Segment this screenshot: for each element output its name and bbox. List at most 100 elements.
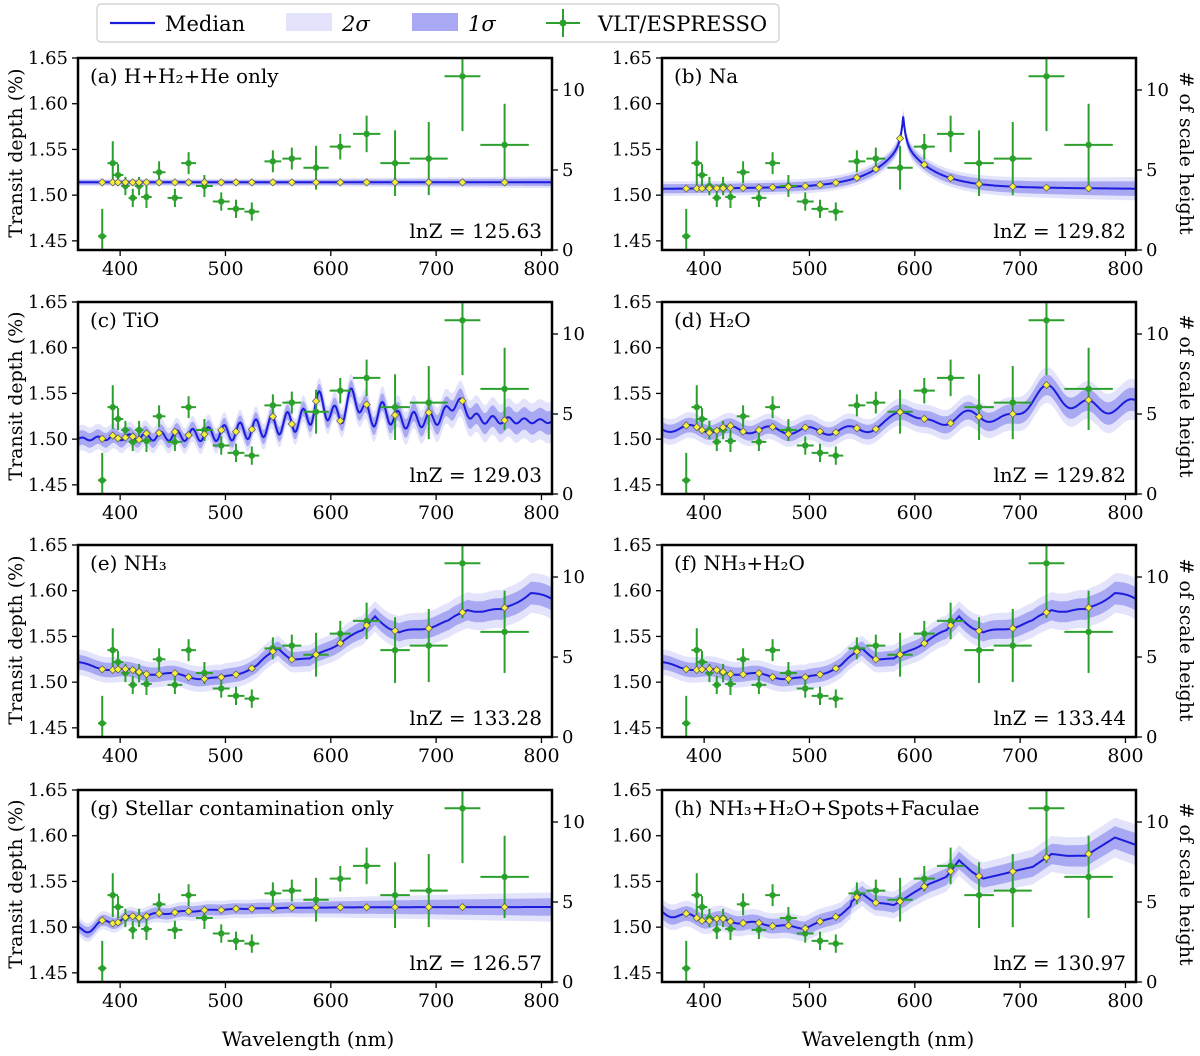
y2-tick-label: 5 xyxy=(562,404,573,425)
y-tick-label: 1.65 xyxy=(612,292,652,313)
binned-model-marker xyxy=(128,665,137,675)
binned-model-marker xyxy=(311,178,321,187)
binned-model-marker xyxy=(184,431,193,440)
panel-title: (e) NH₃ xyxy=(90,551,167,575)
obs-dot xyxy=(975,403,983,411)
binned-model-marker xyxy=(170,427,180,436)
binned-model-marker xyxy=(287,655,296,664)
binned-model-marker xyxy=(974,412,984,421)
x-tick-label: 800 xyxy=(523,745,559,767)
x-tick-label: 500 xyxy=(207,502,243,524)
obs-point xyxy=(352,359,381,397)
binned-model-marker xyxy=(362,178,371,187)
obs-point xyxy=(796,436,814,455)
obs-dot xyxy=(232,692,240,700)
binned-model-marker xyxy=(739,427,748,436)
y2-tick-label: 10 xyxy=(1146,324,1169,345)
obs-point xyxy=(866,634,886,657)
obs-dot xyxy=(218,198,225,205)
obs-dot xyxy=(425,887,432,894)
panel-a: 400 500 600 700 800 1.45 1.50 1.55 1.60 1.65 0 5 10 (… xyxy=(28,48,585,280)
obs-point xyxy=(1028,58,1065,132)
binned-model-marker xyxy=(121,178,130,187)
obs-dot xyxy=(155,413,163,420)
binned-model-marker xyxy=(287,903,296,912)
obs-dot xyxy=(802,198,809,205)
obs-point xyxy=(691,141,703,186)
binned-model-marker xyxy=(784,182,793,191)
obs-point xyxy=(751,432,767,452)
y-tick-label: 1.60 xyxy=(612,338,652,359)
y-right-label-row1: # of scale height xyxy=(1175,71,1197,235)
binned-model-marker xyxy=(113,665,123,674)
x-tick-label: 400 xyxy=(102,990,138,1012)
y-tick-label: 1.60 xyxy=(612,581,652,602)
binned-model-marker xyxy=(895,897,905,906)
binned-model-marker xyxy=(682,665,691,674)
binned-model-marker xyxy=(831,178,840,187)
obs-point xyxy=(128,920,137,940)
obs-dot xyxy=(1009,399,1016,406)
obs-dot xyxy=(713,438,720,446)
binned-model-marker xyxy=(311,650,321,659)
obs-point xyxy=(264,882,282,905)
obs-point xyxy=(712,432,721,452)
obs-dot xyxy=(391,646,399,654)
y-right-label-row4: # of scale height xyxy=(1175,802,1197,966)
obs-point xyxy=(480,103,529,186)
obs-point xyxy=(444,302,481,376)
y2-tick-label: 10 xyxy=(1146,812,1169,833)
obs-point xyxy=(167,920,183,940)
obs-dot xyxy=(425,642,432,649)
binned-model-marker xyxy=(200,905,209,915)
obs-point xyxy=(736,648,750,671)
obs-point xyxy=(409,609,448,683)
x-tick-label: 800 xyxy=(1107,258,1143,280)
obs-dot xyxy=(143,437,150,445)
obs-point xyxy=(736,405,750,428)
binned-model-marker xyxy=(155,909,164,918)
obs-dot xyxy=(269,402,277,409)
obs-dot xyxy=(363,862,370,870)
binned-model-marker xyxy=(142,178,151,187)
obs-point xyxy=(181,639,196,662)
binned-model-marker xyxy=(170,908,180,917)
obs-point xyxy=(227,443,245,462)
y-tick-label: 1.45 xyxy=(612,718,652,739)
obs-point xyxy=(696,896,708,918)
obs-dot xyxy=(832,695,839,702)
binned-model-marker xyxy=(718,914,728,923)
y-tick-label: 1.55 xyxy=(28,139,68,160)
x-tick-label: 800 xyxy=(523,502,559,524)
obs-dot xyxy=(185,646,192,654)
obs-dot xyxy=(155,656,163,663)
binned-model-marker xyxy=(217,905,226,915)
obs-point xyxy=(212,192,230,211)
panel-title: (g) Stellar contamination only xyxy=(90,796,394,820)
binned-model-marker xyxy=(815,427,825,436)
binned-model-marker xyxy=(768,673,777,682)
sigma1-band xyxy=(78,898,552,938)
binned-model-marker xyxy=(697,184,707,193)
binned-model-marker xyxy=(920,882,929,891)
y2-tick-label: 10 xyxy=(562,80,585,101)
obs-dot xyxy=(785,914,792,922)
binned-model-marker xyxy=(128,178,137,187)
x-tick-label: 500 xyxy=(791,745,827,767)
obs-dot xyxy=(683,720,690,727)
obs-dot xyxy=(288,399,296,406)
y2-tick-label: 0 xyxy=(1146,484,1157,505)
y-tick-label: 1.50 xyxy=(28,672,68,693)
obs-point xyxy=(444,790,481,864)
binned-model-marker xyxy=(217,673,226,682)
binned-model-marker xyxy=(247,904,256,913)
obs-dot xyxy=(337,143,344,150)
obs-point xyxy=(811,443,829,462)
binned-model-marker xyxy=(1042,853,1051,862)
binned-model-marker xyxy=(268,178,277,187)
obs-dot xyxy=(1085,141,1092,149)
obs-dot xyxy=(143,925,150,933)
obs-dot xyxy=(683,965,690,972)
binned-model-marker xyxy=(1042,608,1051,617)
binned-model-marker xyxy=(718,667,728,677)
